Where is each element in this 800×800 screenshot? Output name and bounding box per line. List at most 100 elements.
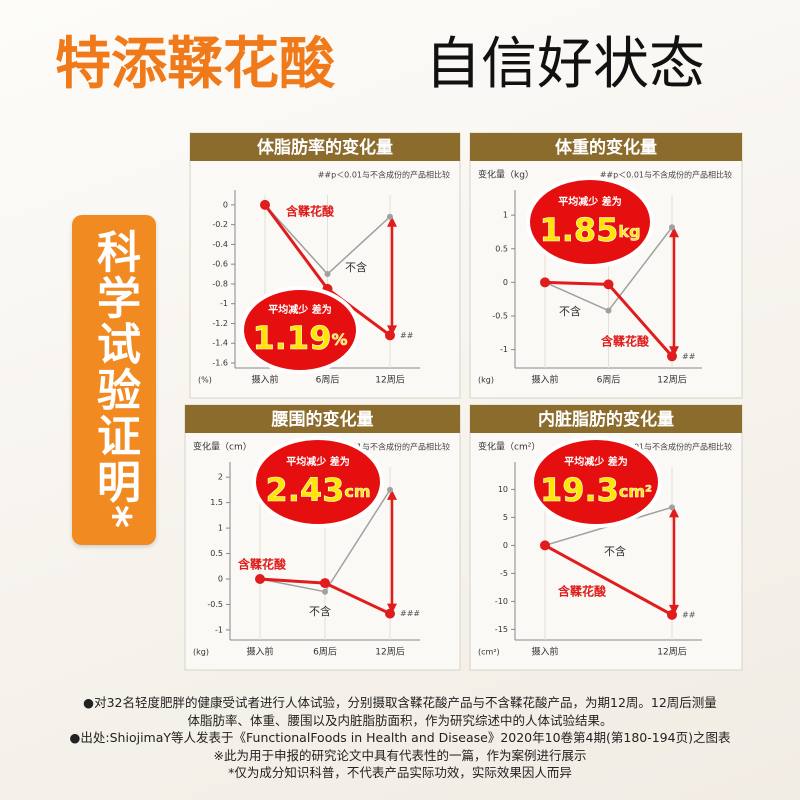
y-tick-label: -0.5: [207, 600, 223, 609]
x-unit: (kg): [193, 648, 209, 657]
x-tick-label: 12周后: [375, 375, 404, 386]
badge-caption: 平均减少 差为: [558, 195, 621, 208]
x-tick-label: 6周后: [313, 647, 337, 658]
y-tick-label: -1: [215, 625, 223, 634]
badge-value: 19.3cm²: [540, 471, 652, 509]
arrow-head: [387, 325, 397, 336]
y-tick-label: -1: [500, 345, 508, 354]
data-point: [667, 609, 677, 620]
y-tick-label: -0.5: [492, 311, 508, 320]
data-point: [540, 540, 550, 551]
footnote: ●对32名轻度肥胖的健康受试者进行人体试验，分别摄取含鞣花酸产品与不含鞣花酸产品…: [83, 695, 717, 710]
data-point: [540, 277, 550, 288]
data-point: [385, 330, 395, 341]
y-tick-label: 0: [223, 200, 228, 209]
x-tick-label: 摄入前: [251, 374, 278, 386]
data-point: [385, 608, 395, 619]
data-point: [669, 504, 675, 511]
note: ##p＜0.01与不含成份的产品相比较: [318, 170, 450, 180]
chart-title: 体重的变化量: [555, 137, 657, 158]
badge-unit: kg: [618, 222, 640, 241]
y-tick-label: -1.2: [212, 319, 228, 328]
note: ##p＜0.01与不含成份的产品相比较: [318, 442, 450, 452]
y-tick-label: 2: [218, 473, 223, 482]
badge-caption: 平均减少 差为: [268, 303, 331, 316]
significance: ##: [400, 331, 414, 340]
y-tick-label: -1.4: [212, 339, 228, 348]
footnotes: ●对32名轻度肥胖的健康受试者进行人体试验，分别摄取含鞣花酸产品与不含鞣花酸产品…: [0, 694, 800, 782]
data-point: [255, 574, 265, 584]
arrow-head: [669, 346, 679, 357]
series-label: 含鞣花酸: [286, 204, 335, 219]
badge-caption: 平均减少 差为: [286, 455, 349, 468]
data-point: [605, 307, 612, 314]
y-axis-label: 变化量（kg）: [478, 169, 534, 181]
y-tick-label: -10: [495, 597, 508, 606]
badge-value: 1.19%: [253, 319, 348, 357]
title-bar: [185, 405, 460, 433]
y-axis-label: 变化量（cm）: [193, 441, 252, 453]
badge: [240, 286, 360, 374]
footnote: *仅为成分知识科普，不代表产品实际功效，实际效果因人而异: [228, 765, 572, 780]
series-label: 含鞣花酸: [601, 334, 650, 349]
y-tick-label: -0.6: [212, 260, 228, 269]
side-banner: 科学试验证明*: [72, 215, 156, 545]
arrow-head: [669, 604, 679, 615]
x-tick-label: 12周后: [375, 647, 404, 658]
arrow-head: [387, 603, 397, 614]
x-unit: (%): [198, 376, 212, 385]
footnote: 体脂肪率、体重、腰围以及内脏脂肪面积，作为研究综述中的人体试验结果。: [187, 712, 613, 728]
y-tick-label: -0.8: [212, 279, 228, 288]
series-label: 含鞣花酸: [558, 584, 607, 599]
series-label: 不含: [559, 304, 581, 318]
y-tick-label: -0.4: [212, 240, 228, 249]
x-unit: (kg): [478, 376, 494, 385]
x-tick-label: 摄入前: [531, 374, 558, 386]
x-tick-label: 摄入前: [531, 646, 558, 658]
data-point: [324, 271, 331, 278]
badge-number: 19.3: [540, 471, 619, 509]
data-point: [669, 224, 675, 231]
y-tick-label: -0.2: [212, 220, 228, 229]
y-tick-label: -5: [500, 569, 508, 578]
arrow-head: [387, 216, 397, 227]
y-tick-label: 0.5: [495, 244, 508, 253]
significance: ##: [682, 610, 696, 619]
x-unit: (cm²): [478, 648, 500, 657]
note: ##p＜0.01与不含成份的产品相比较: [600, 170, 732, 180]
series-label: 含鞣花酸: [238, 557, 287, 572]
headline-rest: 自信好状态: [425, 32, 705, 97]
title-bar: [470, 405, 742, 433]
y-tick-label: 1.5: [210, 498, 223, 507]
x-tick-label: 摄入前: [246, 646, 273, 658]
badge-unit: cm: [344, 482, 370, 501]
badge-caption: 平均减少 差为: [564, 455, 627, 468]
headline-highlight: 特添鞣花酸: [55, 32, 336, 97]
badge-unit: %: [331, 330, 347, 349]
y-tick-label: -1: [220, 299, 228, 308]
footnote: ※此为用于申报的研究论文中具有代表性的一篇，作为案例进行展示: [213, 747, 587, 763]
arrow-head: [669, 507, 679, 518]
y-tick-label: 0: [503, 278, 508, 287]
data-point: [320, 578, 330, 589]
chart-title: 体脂肪率的变化量: [257, 137, 393, 158]
arrow-head: [669, 227, 679, 238]
data-point: [387, 213, 393, 220]
x-tick-label: 12周后: [657, 647, 686, 658]
series-label: 不含: [604, 544, 626, 558]
series-line: [544, 544, 673, 617]
data-point: [603, 279, 614, 290]
title-bar: [190, 133, 460, 161]
y-tick-label: 0: [503, 541, 508, 550]
y-tick-label: 0: [218, 575, 223, 584]
badge-value: 1.85kg: [539, 211, 640, 249]
series-label: 不含: [345, 260, 367, 274]
badge-number: 1.85: [539, 211, 618, 249]
chart-title: 内脏脂肪的变化量: [538, 409, 674, 430]
y-tick-label: 0.5: [210, 549, 223, 558]
y-tick-label: -15: [495, 625, 508, 634]
x-tick-label: 12周后: [657, 375, 686, 386]
y-tick-label: -1.6: [212, 359, 228, 368]
data-point: [667, 351, 677, 362]
